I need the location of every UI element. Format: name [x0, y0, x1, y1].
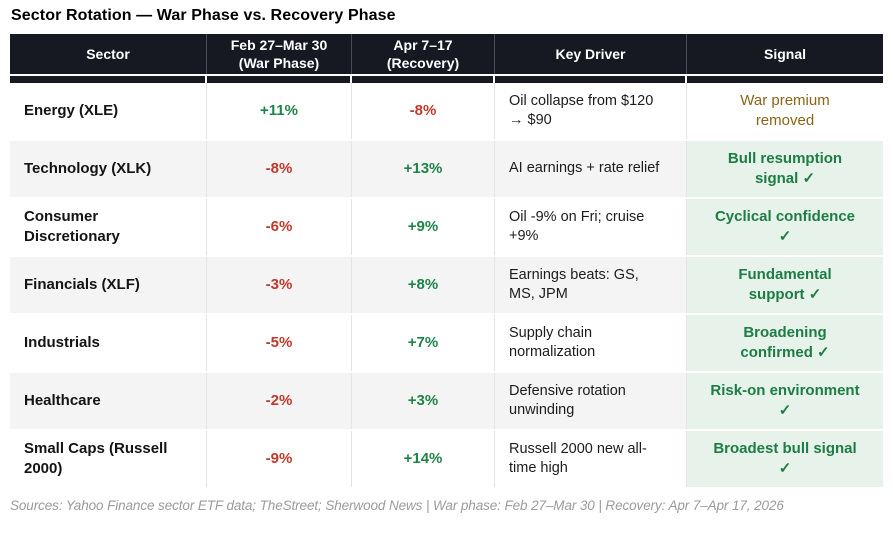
key-driver-cell-text: Supply chain normalization: [509, 324, 596, 360]
table-row: Healthcare -2% +3% Defensive rotation unwin…: [10, 373, 883, 431]
recovery-cell: +14%: [352, 431, 495, 487]
key-driver-cell: Oil collapse from $120 → $90: [495, 83, 687, 139]
source-note: Sources: Yahoo Finance sector ETF data; …: [10, 498, 784, 513]
recovery-cell: +8%: [352, 257, 495, 313]
signal-cell-text: Broadest bull signal ✓: [713, 440, 857, 477]
key-driver-cell-text: Russell 2000 new all-time high: [509, 440, 647, 476]
header-separator-segment: [687, 76, 883, 83]
key-driver-cell: Supply chain normalization: [495, 315, 687, 371]
sector-cell-text: Healthcare: [24, 392, 101, 410]
recovery-cell: +3%: [352, 373, 495, 429]
column-header-recovery: Apr 7–17 (Recovery): [352, 34, 495, 74]
table-row: Financials (XLF) -3% +8% Earnings beats: GS…: [10, 257, 883, 315]
war-phase-cell-text: -3%: [265, 276, 293, 294]
key-driver-cell-text: Oil collapse from $120 → $90: [509, 92, 654, 128]
signal-cell-text: Broadening confirmed ✓: [740, 324, 830, 361]
signal-cell: Bull resumption signal ✓: [687, 141, 883, 197]
sector-cell: Technology (XLK): [10, 141, 207, 197]
table-row: Industrials -5% +7% Supply chain normalizat…: [10, 315, 883, 373]
sector-cell: Small Caps (Russell 2000): [10, 431, 207, 487]
recovery-cell: +9%: [352, 199, 495, 255]
war-phase-cell: -3%: [207, 257, 352, 313]
sector-cell: Energy (XLE): [10, 83, 207, 139]
war-phase-cell-text: -6%: [265, 218, 293, 236]
page-title: Sector Rotation — War Phase vs. Recovery…: [11, 7, 396, 24]
recovery-cell-text: +14%: [403, 450, 443, 468]
sector-cell-text: Consumer Discretionary: [24, 208, 120, 245]
signal-cell: Broadest bull signal ✓: [687, 431, 883, 487]
sector-cell-text: Small Caps (Russell 2000): [24, 440, 168, 477]
header-separator-segment: [207, 76, 352, 83]
recovery-cell: +13%: [352, 141, 495, 197]
signal-cell: Broadening confirmed ✓: [687, 315, 883, 371]
war-phase-cell-text: +11%: [260, 102, 298, 120]
war-phase-cell-text: -5%: [265, 334, 293, 352]
key-driver-cell: Defensive rotation unwinding: [495, 373, 687, 429]
sector-cell-text: Technology (XLK): [24, 160, 152, 178]
signal-cell-text: Fundamental support ✓: [738, 266, 832, 303]
table-row: Energy (XLE) +11% -8% Oil collapse from $12…: [10, 83, 883, 141]
sector-table: Sector Feb 27–Mar 30 (War Phase) Apr 7–17 …: [10, 34, 883, 489]
key-driver-cell: AI earnings + rate relief: [495, 141, 687, 197]
key-driver-cell: Earnings beats: GS, MS, JPM: [495, 257, 687, 313]
column-header-signal: Signal: [687, 34, 883, 74]
table-header-row: Sector Feb 27–Mar 30 (War Phase) Apr 7–17 …: [10, 34, 883, 74]
key-driver-cell: Russell 2000 new all-time high: [495, 431, 687, 487]
key-driver-cell-text: AI earnings + rate relief: [509, 160, 660, 177]
signal-cell: War premium removed: [687, 83, 883, 139]
war-phase-cell-text: -8%: [265, 160, 293, 178]
sector-cell: Financials (XLF): [10, 257, 207, 313]
key-driver-cell-text: Earnings beats: GS, MS, JPM: [509, 266, 639, 302]
recovery-cell-text: -8%: [409, 102, 437, 120]
key-driver-cell-text: Oil -9% on Fri; cruise +9%: [509, 208, 645, 244]
table-row: Small Caps (Russell 2000) -9% +14% Russell …: [10, 431, 883, 489]
signal-cell: Cyclical confidence ✓: [687, 199, 883, 255]
recovery-cell: -8%: [352, 83, 495, 139]
recovery-cell-text: +7%: [407, 334, 439, 352]
signal-cell: Fundamental support ✓: [687, 257, 883, 313]
sector-cell: Healthcare: [10, 373, 207, 429]
signal-cell: Risk-on environment ✓: [687, 373, 883, 429]
key-driver-cell-text: Defensive rotation unwinding: [509, 382, 626, 418]
column-header-sector: Sector: [10, 34, 207, 74]
sector-cell-text: Industrials: [24, 334, 100, 352]
sector-cell: Consumer Discretionary: [10, 199, 207, 255]
recovery-cell-text: +3%: [407, 392, 439, 410]
header-separator: [10, 74, 883, 83]
recovery-cell-text: +9%: [407, 218, 439, 236]
sector-cell: Industrials: [10, 315, 207, 371]
signal-cell-text: War premium removed: [740, 92, 830, 129]
table-row: Technology (XLK) -8% +13% AI earnings + rat…: [10, 141, 883, 199]
war-phase-cell: +11%: [207, 83, 352, 139]
sector-cell-text: Energy (XLE): [24, 102, 119, 120]
war-phase-cell: -2%: [207, 373, 352, 429]
column-header-war-phase: Feb 27–Mar 30 (War Phase): [207, 34, 352, 74]
table-row: Consumer Discretionary -6% +9% Oil -9% on F…: [10, 199, 883, 257]
recovery-cell: +7%: [352, 315, 495, 371]
signal-cell-text: Cyclical confidence ✓: [714, 208, 856, 245]
table-body: Energy (XLE) +11% -8% Oil collapse from $12…: [10, 83, 883, 489]
war-phase-cell: -5%: [207, 315, 352, 371]
recovery-cell-text: +13%: [403, 160, 443, 178]
war-phase-cell: -8%: [207, 141, 352, 197]
war-phase-cell: -6%: [207, 199, 352, 255]
key-driver-cell: Oil -9% on Fri; cruise +9%: [495, 199, 687, 255]
signal-cell-text: Bull resumption signal ✓: [727, 150, 843, 187]
header-separator-segment: [352, 76, 495, 83]
header-separator-segment: [495, 76, 687, 83]
sector-cell-text: Financials (XLF): [24, 276, 140, 294]
recovery-cell-text: +8%: [407, 276, 439, 294]
column-header-key-driver: Key Driver: [495, 34, 687, 74]
war-phase-cell-text: -9%: [265, 450, 293, 468]
signal-cell-text: Risk-on environment ✓: [710, 382, 860, 419]
war-phase-cell: -9%: [207, 431, 352, 487]
war-phase-cell-text: -2%: [265, 392, 293, 410]
page: Sector Rotation — War Phase vs. Recovery…: [0, 7, 893, 542]
header-separator-segment: [10, 76, 207, 83]
